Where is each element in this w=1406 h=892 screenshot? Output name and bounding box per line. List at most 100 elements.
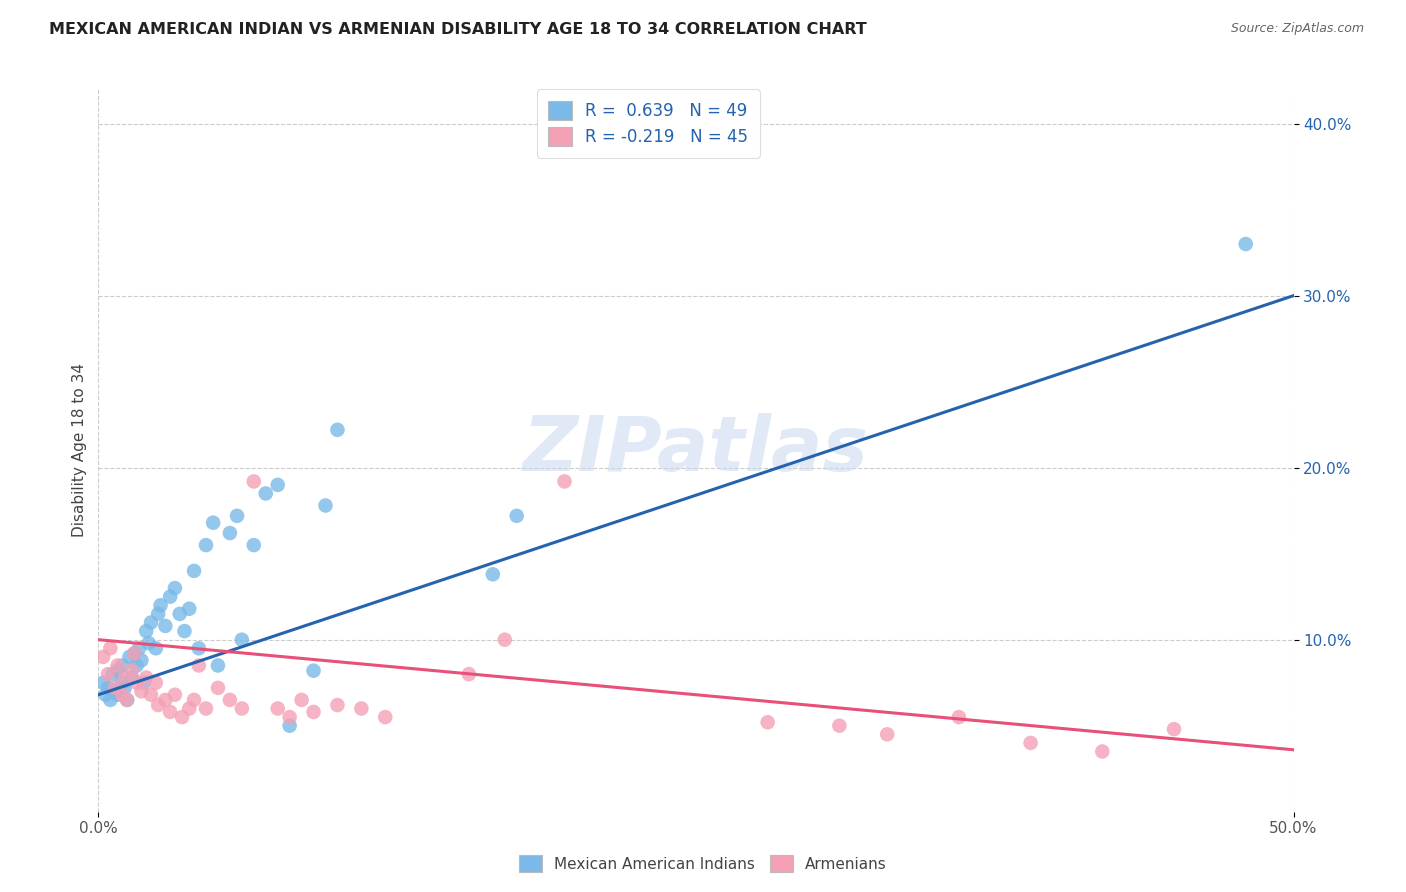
- Point: [326, 423, 349, 437]
- Point: [302, 705, 325, 719]
- Point: [132, 675, 155, 690]
- Point: [131, 684, 153, 698]
- Point: [231, 632, 253, 647]
- Point: [374, 710, 396, 724]
- Point: [91, 649, 114, 664]
- Point: [267, 701, 290, 715]
- Point: [139, 615, 162, 630]
- Point: [291, 693, 314, 707]
- Legend: R =  0.639   N = 49, R = -0.219   N = 45: R = 0.639 N = 49, R = -0.219 N = 45: [537, 89, 759, 158]
- Point: [231, 701, 253, 715]
- Point: [125, 675, 148, 690]
- Point: [481, 567, 505, 582]
- Point: [948, 710, 970, 724]
- Point: [124, 647, 146, 661]
- Point: [207, 658, 229, 673]
- Point: [302, 664, 325, 678]
- Point: [111, 688, 134, 702]
- Point: [173, 624, 195, 639]
- Point: [1019, 736, 1042, 750]
- Point: [876, 727, 898, 741]
- Point: [124, 647, 146, 661]
- Point: [135, 671, 157, 685]
- Point: [111, 675, 134, 690]
- Point: [828, 719, 851, 733]
- Point: [98, 693, 122, 707]
- Point: [159, 590, 181, 604]
- Point: [254, 486, 277, 500]
- Point: [278, 719, 301, 733]
- Point: [104, 681, 127, 695]
- Point: [98, 641, 122, 656]
- Point: [326, 698, 349, 712]
- Point: [187, 658, 209, 673]
- Point: [138, 636, 160, 650]
- Point: [118, 649, 141, 664]
- Text: Source: ZipAtlas.com: Source: ZipAtlas.com: [1230, 22, 1364, 36]
- Point: [195, 701, 218, 715]
- Point: [267, 478, 290, 492]
- Point: [149, 599, 172, 613]
- Point: [139, 688, 162, 702]
- Point: [554, 475, 576, 489]
- Point: [115, 693, 138, 707]
- Point: [91, 675, 114, 690]
- Point: [179, 601, 201, 615]
- Point: [183, 693, 205, 707]
- Point: [94, 688, 117, 702]
- Point: [111, 658, 134, 673]
- Point: [148, 698, 170, 712]
- Point: [506, 508, 529, 523]
- Point: [159, 705, 181, 719]
- Point: [107, 658, 129, 673]
- Point: [195, 538, 218, 552]
- Point: [104, 684, 127, 698]
- Y-axis label: Disability Age 18 to 34: Disability Age 18 to 34: [72, 363, 87, 538]
- Point: [97, 667, 120, 681]
- Point: [135, 624, 157, 639]
- Point: [125, 658, 148, 673]
- Text: ZIPatlas: ZIPatlas: [523, 414, 869, 487]
- Point: [155, 619, 177, 633]
- Legend: Mexican American Indians, Armenians: Mexican American Indians, Armenians: [512, 847, 894, 880]
- Point: [1234, 237, 1257, 252]
- Point: [155, 693, 177, 707]
- Point: [350, 701, 373, 715]
- Point: [169, 607, 191, 621]
- Point: [219, 526, 242, 541]
- Point: [1163, 722, 1185, 736]
- Point: [219, 693, 242, 707]
- Point: [183, 564, 205, 578]
- Point: [101, 667, 124, 681]
- Point: [163, 581, 186, 595]
- Point: [202, 516, 225, 530]
- Point: [172, 710, 194, 724]
- Point: [131, 653, 153, 667]
- Point: [187, 641, 209, 656]
- Point: [145, 641, 167, 656]
- Point: [121, 664, 143, 678]
- Point: [148, 607, 170, 621]
- Point: [163, 688, 186, 702]
- Point: [114, 681, 136, 695]
- Point: [278, 710, 301, 724]
- Point: [145, 675, 167, 690]
- Point: [179, 701, 201, 715]
- Point: [1091, 744, 1114, 758]
- Point: [207, 681, 229, 695]
- Point: [97, 681, 120, 695]
- Text: MEXICAN AMERICAN INDIAN VS ARMENIAN DISABILITY AGE 18 TO 34 CORRELATION CHART: MEXICAN AMERICAN INDIAN VS ARMENIAN DISA…: [49, 22, 868, 37]
- Point: [315, 499, 337, 513]
- Point: [121, 671, 143, 685]
- Point: [114, 671, 136, 685]
- Point: [458, 667, 481, 681]
- Point: [243, 475, 266, 489]
- Point: [107, 664, 129, 678]
- Point: [115, 693, 138, 707]
- Point: [107, 688, 129, 702]
- Point: [756, 715, 779, 730]
- Point: [226, 508, 249, 523]
- Point: [128, 641, 150, 656]
- Point: [494, 632, 516, 647]
- Point: [243, 538, 266, 552]
